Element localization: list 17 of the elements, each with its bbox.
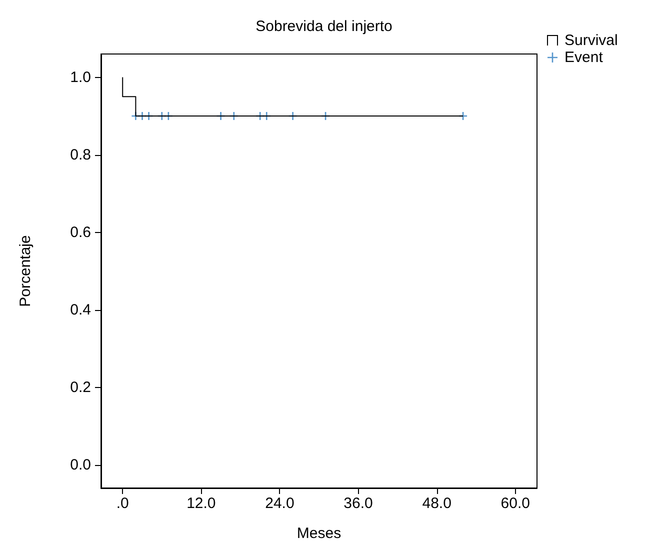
- x-tick-label: 24.0: [265, 495, 294, 512]
- y-tick-label: 0.2: [70, 378, 91, 396]
- chart-title: Sobrevida del injerto: [256, 18, 392, 35]
- x-tick-label: 36.0: [344, 495, 373, 512]
- legend-label: Survival: [564, 32, 618, 49]
- x-tick-label: 60.0: [500, 495, 530, 512]
- x-tick-label: .0: [116, 495, 129, 512]
- y-tick-label: 0.0: [70, 456, 91, 474]
- y-tick-label: 0.8: [70, 146, 91, 164]
- y-axis-title: Porcentaje: [17, 235, 34, 307]
- y-tick-label: 1.0: [70, 68, 91, 86]
- legend-label: Event: [564, 49, 604, 66]
- x-tick-label: 48.0: [422, 495, 452, 512]
- x-tick-label: 12.0: [186, 495, 216, 512]
- x-axis-title: Meses: [296, 525, 342, 542]
- y-tick-label: 0.4: [70, 301, 91, 318]
- y-tick-label: 0.6: [70, 224, 91, 241]
